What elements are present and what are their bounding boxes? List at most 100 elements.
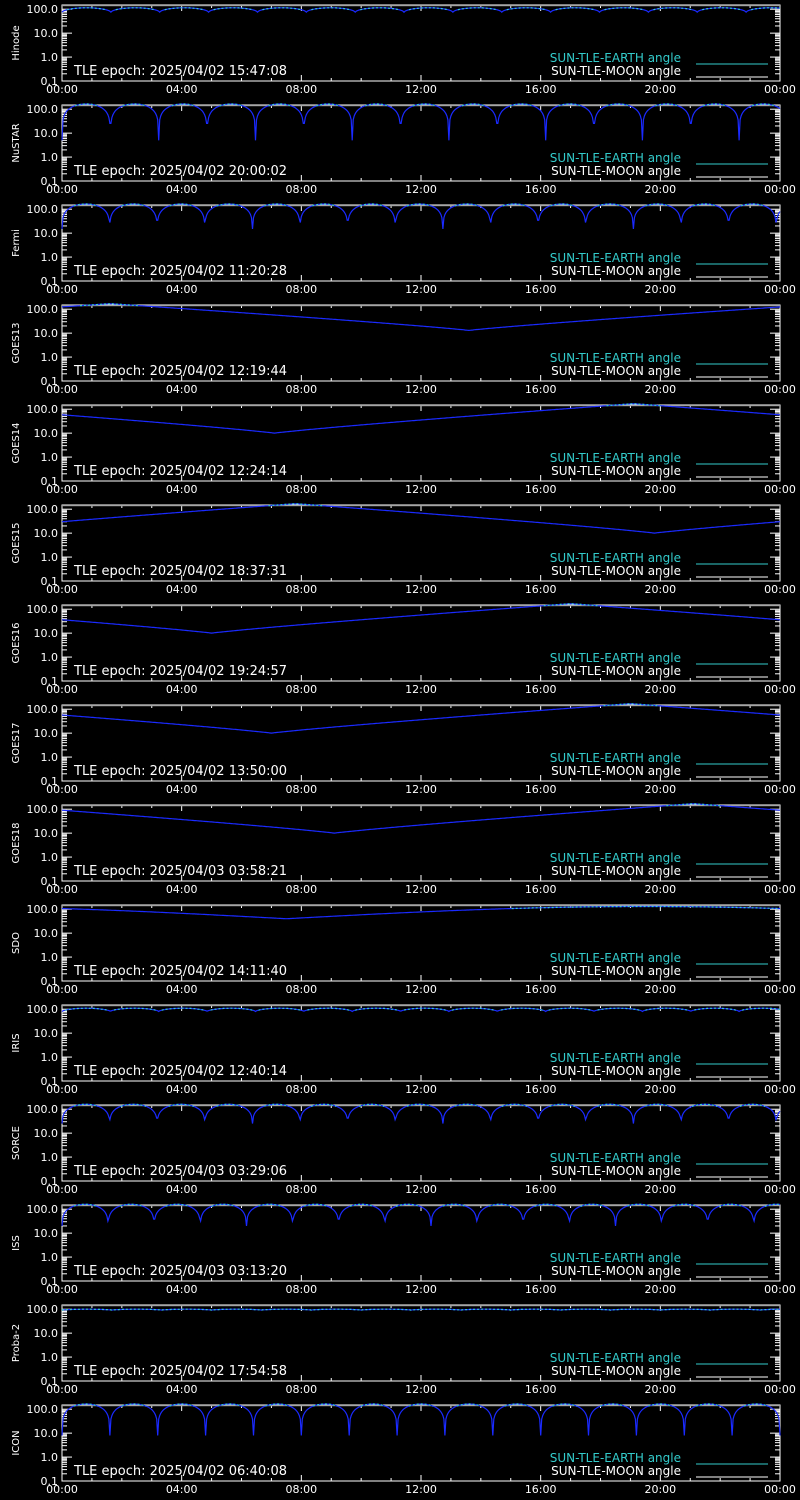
sun-earth-highlight xyxy=(743,1403,769,1407)
chart-panel: 100.010.01.00.100:00 04:00 08:00 12:00 16:00… xyxy=(11,1203,796,1296)
y-axis-label: GOES16 xyxy=(11,622,22,663)
x-tick-label: 08:00 xyxy=(285,883,317,896)
x-tick-label: 12:00 xyxy=(405,983,437,996)
x-tick-label: 04:00 xyxy=(166,183,198,196)
x-tick-label: 12:00 xyxy=(405,1083,437,1096)
x-tick-label: 08:00 xyxy=(285,483,317,496)
x-tick-label: 12:00 xyxy=(405,1283,437,1296)
sun-earth-highlight xyxy=(597,203,622,207)
x-tick-label: 16:00 xyxy=(525,1483,557,1496)
y-axis-label: GOES13 xyxy=(11,322,22,363)
x-tick-label: 12:00 xyxy=(405,883,437,896)
sun-earth-angle-series xyxy=(62,603,781,634)
tle-epoch-label: TLE epoch: 2025/04/03 03:58:21 xyxy=(73,864,287,879)
tle-epoch-label: TLE epoch: 2025/04/02 06:40:08 xyxy=(73,1464,287,1479)
y-axis-label: IRIS xyxy=(11,1033,22,1052)
y-tick-label: 0.1 xyxy=(41,75,59,88)
sun-earth-highlight xyxy=(739,1103,766,1107)
x-tick-label: 04:00 xyxy=(166,1083,198,1096)
tle-epoch-label: TLE epoch: 2025/04/02 18:37:31 xyxy=(73,564,287,579)
legend-earth-label: SUN-TLE-EARTH angle xyxy=(550,651,681,665)
y-tick-label: 0.1 xyxy=(41,1375,59,1388)
y-tick-label: 10.0 xyxy=(34,1327,59,1340)
y-tick-label: 1.0 xyxy=(41,651,59,664)
x-tick-label: 20:00 xyxy=(644,483,676,496)
x-tick-label: 04:00 xyxy=(166,883,198,896)
sun-earth-highlight xyxy=(262,7,302,11)
x-tick-label: 00:00 xyxy=(764,183,796,196)
y-tick-label: 100.0 xyxy=(27,503,59,516)
x-tick-label: 00:00 xyxy=(764,783,796,796)
y-tick-label: 10.0 xyxy=(34,627,59,640)
x-tick-label: 08:00 xyxy=(285,1083,317,1096)
x-tick-label: 00:00 xyxy=(764,983,796,996)
y-axis-label: SDO xyxy=(11,932,22,954)
x-tick-label: 08:00 xyxy=(285,83,317,96)
x-tick-label: 08:00 xyxy=(285,283,317,296)
sun-earth-highlight xyxy=(360,7,400,11)
legend-moon-label: SUN-TLE-MOON angle xyxy=(551,764,681,778)
y-tick-label: 100.0 xyxy=(27,603,59,616)
x-tick-label: 16:00 xyxy=(525,1183,557,1196)
x-tick-label: 00:00 xyxy=(764,1383,796,1396)
y-tick-label: 100.0 xyxy=(27,103,59,116)
y-tick-label: 100.0 xyxy=(27,1003,59,1016)
sun-earth-highlight xyxy=(552,1403,577,1407)
x-tick-label: 04:00 xyxy=(166,83,198,96)
x-tick-label: 08:00 xyxy=(285,1283,317,1296)
sun-earth-highlight xyxy=(264,1103,289,1107)
y-tick-label: 10.0 xyxy=(34,1427,59,1440)
tle-epoch-label: TLE epoch: 2025/04/02 17:54:58 xyxy=(73,1364,287,1379)
x-tick-label: 16:00 xyxy=(525,83,557,96)
y-axis-label: SORCE xyxy=(11,1126,22,1160)
x-tick-label: 08:00 xyxy=(285,183,317,196)
tle-epoch-label: TLE epoch: 2025/04/02 20:00:02 xyxy=(73,164,287,179)
sun-earth-highlight xyxy=(549,1103,575,1107)
sun-earth-highlight xyxy=(358,1103,385,1107)
legend-moon-label: SUN-TLE-MOON angle xyxy=(551,1364,681,1378)
y-axis-label: GOES14 xyxy=(11,422,22,463)
x-tick-label: 16:00 xyxy=(525,1283,557,1296)
sun-earth-highlight xyxy=(606,403,661,407)
y-tick-label: 10.0 xyxy=(34,27,59,40)
x-tick-label: 00:00 xyxy=(46,1083,78,1096)
sun-earth-highlight xyxy=(316,103,340,107)
sun-earth-highlight xyxy=(211,1203,235,1207)
x-tick-label: 04:00 xyxy=(166,1383,198,1396)
legend-moon-label: SUN-TLE-MOON angle xyxy=(551,664,681,678)
legend-moon-label: SUN-TLE-MOON angle xyxy=(551,864,681,878)
y-axis-label: Hinode xyxy=(11,25,22,60)
sun-earth-highlight xyxy=(265,1403,290,1407)
y-tick-label: 0.1 xyxy=(41,275,59,288)
legend-earth-label: SUN-TLE-EARTH angle xyxy=(550,1451,681,1465)
legend-earth-label: SUN-TLE-EARTH angle xyxy=(550,1151,681,1165)
y-tick-label: 100.0 xyxy=(27,703,59,716)
y-tick-label: 0.1 xyxy=(41,1075,59,1088)
sun-earth-highlight xyxy=(360,1403,386,1407)
y-tick-label: 1.0 xyxy=(41,51,59,64)
y-tick-label: 0.1 xyxy=(41,1475,59,1488)
legend-moon-label: SUN-TLE-MOON angle xyxy=(551,1164,681,1178)
sun-earth-highlight xyxy=(216,203,241,207)
y-tick-label: 10.0 xyxy=(34,1127,59,1140)
y-tick-label: 100.0 xyxy=(27,903,59,916)
chart-panel: 100.010.01.00.100:00 04:00 08:00 12:00 16:00… xyxy=(11,603,796,696)
sun-earth-highlight xyxy=(645,1007,688,1011)
legend-moon-label: SUN-TLE-MOON angle xyxy=(551,564,681,578)
sun-earth-highlight xyxy=(702,103,727,107)
sun-earth-highlight xyxy=(597,1007,640,1011)
legend-earth-label: SUN-TLE-EARTH angle xyxy=(550,951,681,965)
y-tick-label: 10.0 xyxy=(34,1027,59,1040)
y-tick-label: 1.0 xyxy=(41,1151,59,1164)
x-tick-label: 12:00 xyxy=(405,183,437,196)
y-axis-label: ISS xyxy=(11,1235,22,1251)
y-tick-label: 0.1 xyxy=(41,475,59,488)
y-tick-label: 0.1 xyxy=(41,1275,59,1288)
y-tick-label: 1.0 xyxy=(41,251,59,264)
x-tick-label: 04:00 xyxy=(166,1483,198,1496)
sun-earth-highlight xyxy=(457,7,497,11)
y-tick-label: 10.0 xyxy=(34,827,59,840)
x-tick-label: 20:00 xyxy=(644,983,676,996)
x-tick-label: 12:00 xyxy=(405,1183,437,1196)
sun-earth-highlight xyxy=(543,603,598,607)
